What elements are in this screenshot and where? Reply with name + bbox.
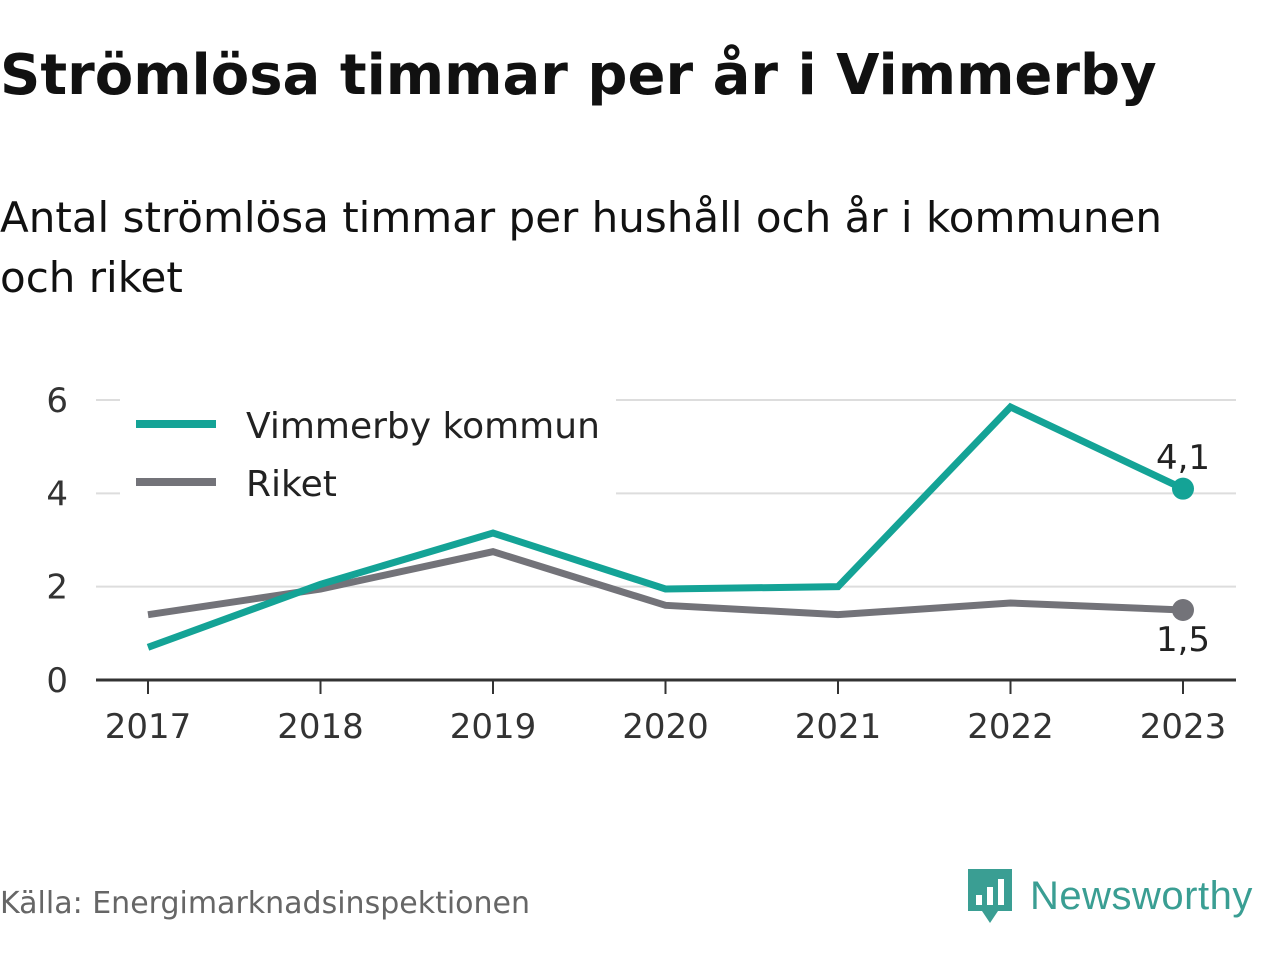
data-point-riket-2021: [838, 614, 839, 615]
x-tick-label-2020: 2020: [622, 707, 709, 747]
data-point-vimmerby-kommun-2020: [665, 589, 666, 590]
data-point-vimmerby-kommun-2019: [493, 533, 494, 534]
legend: Vimmerby kommun Riket: [120, 396, 616, 505]
series-line-vimmerby-kommun: [146, 402, 1185, 651]
series-line-riket: [147, 548, 1184, 619]
y-tick-label-2: 2: [46, 568, 68, 608]
x-tick-label-2017: 2017: [105, 707, 192, 747]
brand-logo[interactable]: Newsworthy: [964, 864, 1253, 928]
data-point-riket-2022: [1010, 603, 1011, 604]
end-label-vimmerby-kommun: 4,1: [1156, 438, 1210, 478]
chart-subtitle: Antal strömlösa timmar per hushåll och å…: [0, 193, 1162, 302]
data-point-riket-2017: [148, 614, 149, 615]
axes: 0 2 4 6 2017 2018 2019 2020 2021 2022 2023: [46, 381, 1236, 747]
x-tick-label-2021: 2021: [795, 707, 882, 747]
data-point-vimmerby-kommun-2023: [1172, 477, 1194, 500]
x-tick-label-2023: 2023: [1140, 707, 1227, 747]
legend-label-vimmerby-kommun: Vimmerby kommun: [246, 406, 600, 447]
source-note: Källa: Energimarknadsinspektionen: [0, 886, 531, 921]
brand-name: Newsworthy: [1030, 873, 1253, 918]
x-tick-label-2022: 2022: [967, 707, 1054, 747]
newsworthy-logo-icon: [968, 869, 1012, 923]
series: [146, 402, 1194, 651]
data-point-riket-2019: [493, 551, 494, 552]
end-labels: 4,1 1,5: [1156, 438, 1210, 660]
data-point-riket-2020: [665, 605, 666, 606]
x-tick-label-2018: 2018: [277, 707, 364, 747]
chart-title: Strömlösa timmar per år i Vimmerby: [0, 43, 1157, 108]
data-point-vimmerby-kommun-2018: [320, 584, 321, 585]
data-point-vimmerby-kommun-2021: [838, 586, 839, 587]
data-point-riket-2018: [320, 589, 321, 590]
end-label-riket: 1,5: [1156, 620, 1210, 660]
x-tick-label-2019: 2019: [450, 707, 537, 747]
y-tick-label-6: 6: [46, 381, 68, 421]
y-tick-label-4: 4: [46, 474, 68, 514]
data-point-riket-2023: [1172, 599, 1194, 621]
legend-label-riket: Riket: [246, 464, 337, 505]
data-point-vimmerby-kommun-2022: [1010, 407, 1011, 408]
data-point-vimmerby-kommun-2017: [148, 647, 149, 648]
y-tick-label-0: 0: [46, 661, 68, 701]
